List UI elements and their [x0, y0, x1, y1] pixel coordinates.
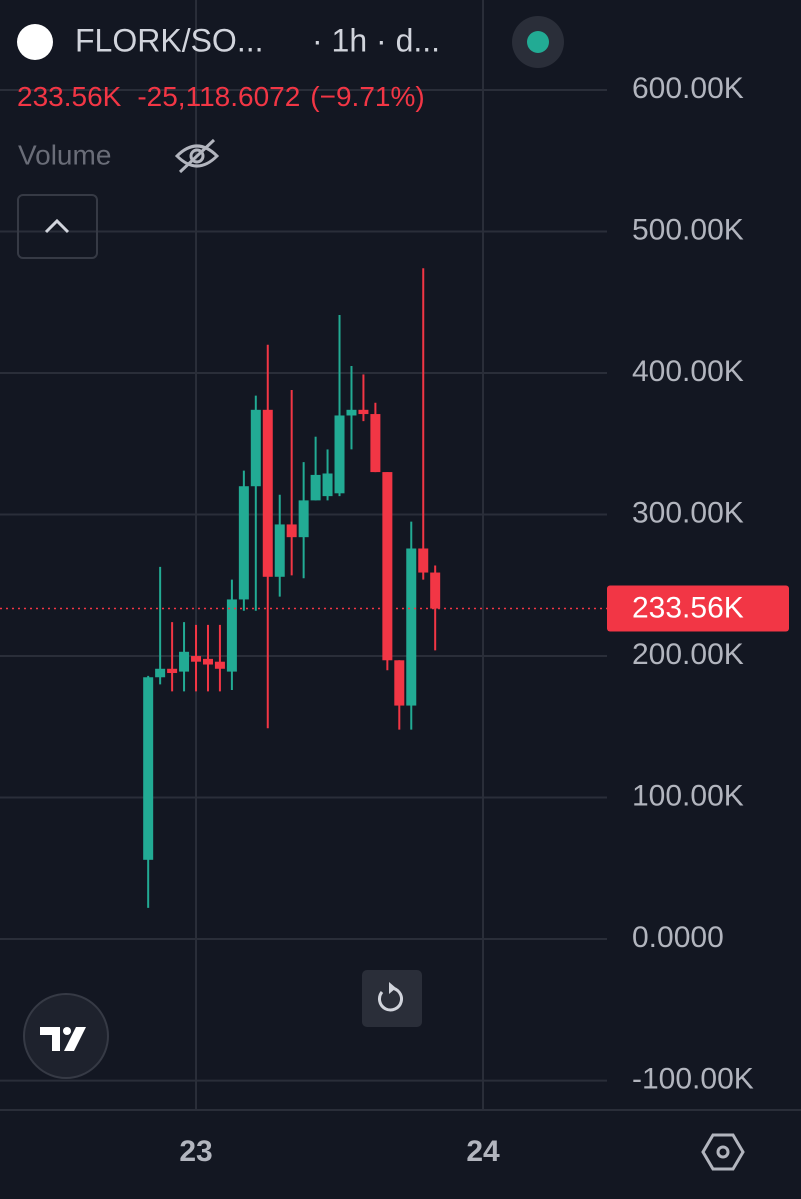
candle-body	[346, 409, 357, 416]
interval[interactable]: · 1h · d...	[312, 22, 440, 58]
candle-body	[298, 500, 309, 538]
y-tick-label: -100.00K	[632, 1062, 754, 1095]
y-tick-label: 200.00K	[632, 638, 744, 671]
y-tick-label: 300.00K	[632, 496, 744, 529]
collapse-button[interactable]	[17, 194, 98, 259]
hide-icon[interactable]	[174, 138, 220, 174]
candle-body	[310, 474, 321, 501]
candle-body	[322, 473, 333, 497]
candle-body	[334, 415, 345, 494]
status-dot	[527, 31, 549, 53]
candle-body	[179, 651, 190, 672]
candle-body	[202, 658, 213, 665]
candle-body	[191, 656, 202, 662]
y-tick-label: 400.00K	[632, 355, 744, 388]
candle-body	[226, 599, 237, 672]
logo	[40, 1027, 86, 1051]
volume-label: Volume	[18, 139, 111, 170]
last-price-box	[607, 585, 789, 632]
candle-body	[155, 668, 166, 678]
candle-body	[358, 409, 369, 415]
y-tick-label: 100.00K	[632, 779, 744, 812]
candle-body	[250, 409, 261, 487]
chevron-up	[44, 218, 70, 234]
reset-arrow	[389, 982, 396, 994]
candle-body	[370, 414, 381, 473]
settings-icon	[716, 1145, 730, 1159]
candle-body	[274, 524, 285, 577]
candle-body	[238, 486, 249, 600]
y-tick-label: 600.00K	[632, 72, 744, 105]
symbol[interactable]: FLORK/SO...	[75, 22, 263, 58]
candle-body	[214, 661, 225, 669]
price-row: 233.56K -25,118.6072 (−9.71%)	[17, 81, 425, 112]
candle-body	[167, 668, 178, 674]
candle-body	[382, 472, 393, 661]
plot: -100.00K 0.0000 100.00K 200.00K 300.00K 400.0…	[0, 0, 801, 1168]
candle-body	[406, 548, 417, 706]
x-tick-label: 24	[466, 1135, 500, 1168]
candle-body	[286, 524, 297, 538]
y-tick-label: 500.00K	[632, 213, 744, 246]
logo-dot	[63, 1027, 71, 1035]
last-price: 233.56K	[17, 81, 122, 112]
y-tick-label: 0.0000	[632, 921, 724, 954]
x-tick-label: 23	[179, 1135, 212, 1168]
coin-icon	[17, 24, 53, 60]
reset-icon	[378, 986, 403, 1012]
settings-button[interactable]	[701, 1133, 745, 1171]
candle-body	[430, 572, 441, 609]
candle-body	[143, 677, 154, 860]
last-price-label: 233.56K	[632, 591, 744, 624]
logo-button[interactable]	[23, 993, 109, 1079]
candle-body	[262, 409, 273, 577]
change: -25,118.6072	[137, 81, 300, 112]
reset-button[interactable]	[362, 970, 422, 1027]
candle-body	[394, 660, 405, 706]
change-pct: (−9.71%)	[310, 81, 424, 112]
candle-body	[418, 548, 429, 573]
